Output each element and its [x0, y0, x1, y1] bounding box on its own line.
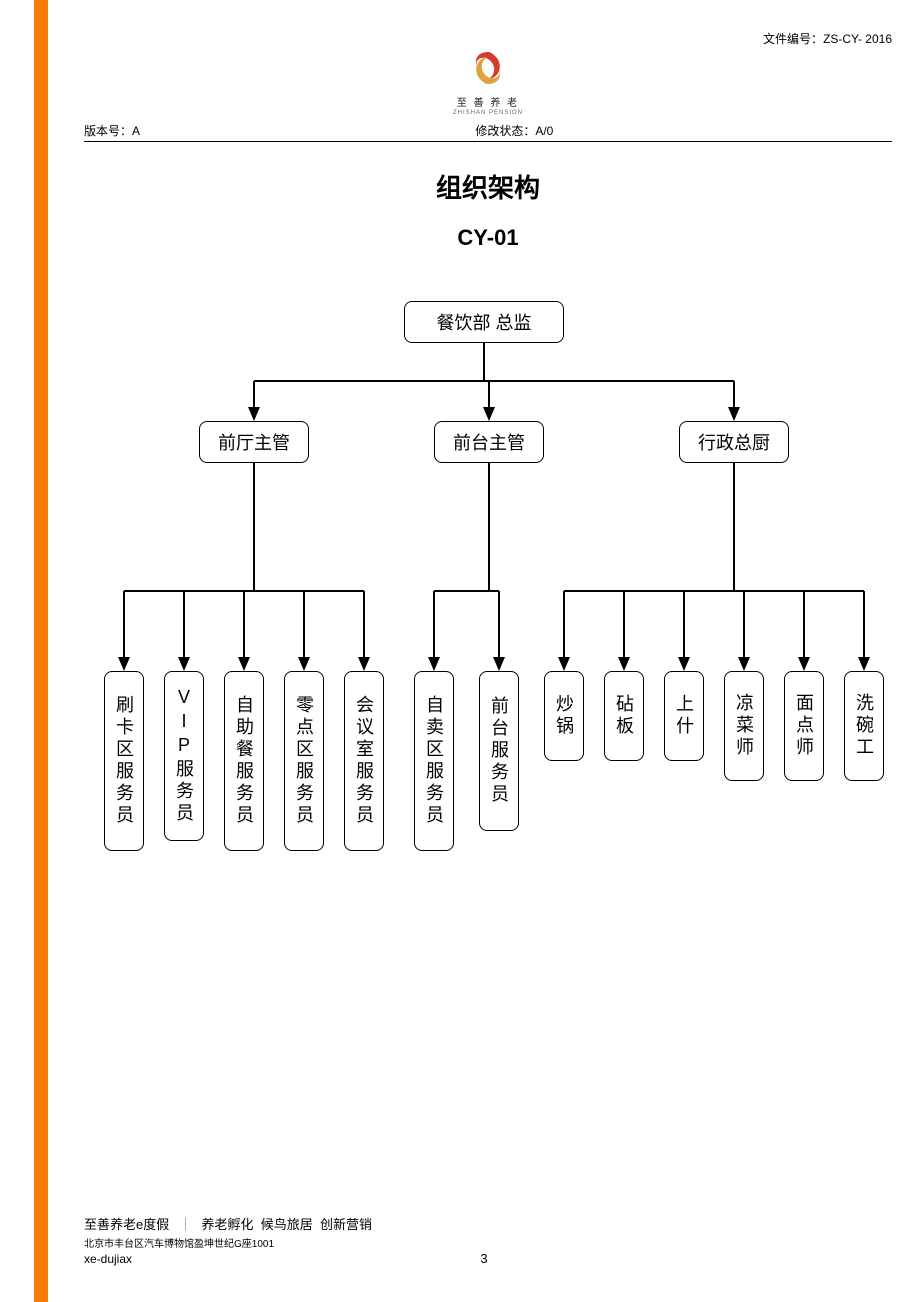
- org-node-leaf-2: 自助餐服务员: [224, 671, 264, 851]
- org-node-leaf-7: 炒锅: [544, 671, 584, 761]
- org-node-leaf-5: 自卖区服务员: [414, 671, 454, 851]
- footer-tag-1: 候鸟旅居: [261, 1217, 313, 1232]
- org-node-l2-2: 行政总厨: [679, 421, 789, 463]
- page-content: 文件编号：ZS-CY- 2016 至 善 养 老 ZHISHAN PENSION…: [48, 0, 920, 1302]
- org-node-leaf-0: 刷卡区服务员: [104, 671, 144, 851]
- footer-tag-0: 养老孵化: [202, 1217, 254, 1232]
- org-node-leaf-3: 零点区服务员: [284, 671, 324, 851]
- org-node-leaf-10: 凉菜师: [724, 671, 764, 781]
- doc-number: 文件编号：ZS-CY- 2016: [84, 30, 892, 47]
- version-label: 版本号：: [84, 124, 132, 138]
- page-number: 3: [480, 1251, 487, 1266]
- org-node-l2-0: 前厅主管: [199, 421, 309, 463]
- org-node-leaf-11: 面点师: [784, 671, 824, 781]
- side-stripe: [34, 0, 48, 1302]
- doc-no-label: 文件编号：: [763, 32, 823, 46]
- page-title: 组织架构: [84, 168, 892, 205]
- org-chart: 餐饮部 总监前厅主管 前台主管 行政总厨刷卡区服务员 VIP服务员自助餐服务员零点区服…: [84, 301, 904, 881]
- org-node-leaf-6: 前台服务员: [479, 671, 519, 831]
- footer-tag-2: 创新营销: [320, 1217, 372, 1232]
- logo-subtext: ZHISHAN PENSION: [84, 110, 892, 116]
- logo: 至 善 养 老 ZHISHAN PENSION: [84, 49, 892, 116]
- version: 版本号：A: [84, 122, 140, 139]
- rev-label: 修改状态：: [475, 124, 535, 138]
- rev-value: A/0: [535, 124, 553, 138]
- org-node-leaf-4: 会议室服务员: [344, 671, 384, 851]
- footer-brand: 至善养老e度假: [84, 1217, 169, 1232]
- org-node-leaf-8: 砧板: [604, 671, 644, 761]
- org-node-leaf-12: 洗碗工: [844, 671, 884, 781]
- org-node-leaf-1: VIP服务员: [164, 671, 204, 841]
- logo-icon: [467, 49, 509, 87]
- org-node-root: 餐饮部 总监: [404, 301, 564, 343]
- meta-spacer: [889, 122, 892, 139]
- logo-text: 至 善 养 老: [84, 94, 892, 109]
- page-subtitle: CY-01: [84, 225, 892, 251]
- meta-row: 版本号：A 修改状态：A/0: [84, 122, 892, 142]
- footer-sep: ｜: [179, 1217, 192, 1232]
- org-node-l2-1: 前台主管: [434, 421, 544, 463]
- footer-brand-line: 至善养老e度假 ｜ 养老孵化 候鸟旅居 创新营销: [84, 1214, 892, 1233]
- footer-url: xe-dujiax: [84, 1252, 892, 1266]
- version-value: A: [132, 124, 140, 138]
- revision: 修改状态：A/0: [475, 122, 553, 139]
- footer-address: 北京市丰台区汽车博物馆盈坤世纪G座1001: [84, 1235, 892, 1250]
- doc-no-value: ZS-CY- 2016: [823, 32, 892, 46]
- org-node-leaf-9: 上什: [664, 671, 704, 761]
- footer: 至善养老e度假 ｜ 养老孵化 候鸟旅居 创新营销 北京市丰台区汽车博物馆盈坤世纪…: [84, 1214, 892, 1266]
